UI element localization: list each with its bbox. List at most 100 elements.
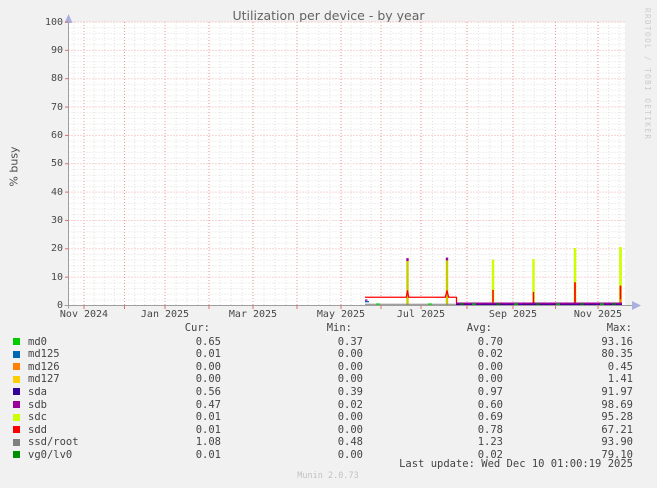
legend-value-avg: 1.23 — [477, 436, 503, 449]
legend-device-name: sdc — [28, 411, 47, 424]
legend-value-min: 0.39 — [337, 385, 363, 398]
legend-value-cur: 1.08 — [195, 436, 221, 449]
legend-value-cur: 0.56 — [195, 385, 221, 398]
legend-value-cur: 0.47 — [195, 398, 221, 411]
spike-bar — [532, 291, 535, 306]
legend-column-header: Min: — [326, 322, 352, 334]
legend-value-avg: 0.78 — [477, 423, 503, 436]
legend-value-min: 0.00 — [337, 348, 363, 361]
series-underlay — [365, 297, 457, 306]
legend-value-cur: 0.01 — [195, 423, 221, 436]
legend-swatch — [13, 388, 20, 396]
legend-value-max: 91.97 — [601, 385, 633, 398]
legend-swatch — [13, 451, 20, 459]
spike-bar — [532, 259, 535, 306]
legend-value-cur: 0.00 — [195, 373, 221, 386]
legend-swatch — [13, 438, 20, 446]
x-tick-label: Nov 2025 — [573, 309, 623, 320]
spike-bar — [619, 299, 622, 306]
legend-value-max: 98.69 — [601, 398, 633, 411]
page-title: Utilization per device - by year — [232, 8, 425, 23]
spike-bar — [619, 247, 622, 306]
y-tick-label: 50 — [50, 158, 63, 170]
x-axis-arrow — [632, 301, 641, 310]
spike-bar — [491, 259, 495, 306]
spike-bar — [573, 247, 577, 306]
x-tick-label: Mar 2025 — [228, 309, 278, 320]
spike-bar — [406, 260, 409, 306]
legend-value-avg: 0.69 — [477, 411, 503, 424]
x-tick-label: Nov 2024 — [59, 309, 109, 320]
legend-swatch — [13, 426, 20, 434]
spike-bar — [406, 258, 409, 261]
legend-value-min: 0.00 — [337, 373, 363, 386]
legend-value-cur: 0.65 — [195, 335, 221, 348]
legend-value-min: 0.00 — [337, 360, 363, 373]
x-tick-label: Jan 2025 — [140, 309, 190, 320]
y-tick-label: 30 — [50, 214, 63, 226]
legend-value-min: 0.48 — [337, 436, 363, 449]
legend-value-min: 0.00 — [337, 411, 363, 424]
legend-value-avg: 0.97 — [477, 385, 503, 398]
legend-swatch — [13, 401, 20, 408]
legend-value-max: 79.10 — [601, 448, 633, 461]
legend-value-avg: 0.70 — [477, 335, 503, 348]
legend-value-min: 0.00 — [337, 423, 363, 436]
munin-version-text: Munin 2.0.73 — [297, 471, 359, 481]
legend-value-min: 0.00 — [337, 448, 363, 461]
legend-value-min: 0.02 — [337, 398, 363, 411]
legend-value-avg: 0.00 — [477, 373, 503, 386]
legend-value-avg: 0.60 — [477, 398, 503, 411]
legend-device-name: md0 — [28, 335, 47, 348]
legend-value-max: 80.35 — [601, 348, 633, 361]
legend-value-cur: 0.01 — [195, 348, 221, 361]
legend-value-avg: 0.00 — [477, 360, 503, 373]
x-tick-label: Jul 2025 — [396, 309, 446, 320]
y-tick-label: 70 — [50, 101, 63, 113]
x-tick-label: Sep 2025 — [488, 309, 538, 320]
chart-canvas — [64, 14, 641, 310]
x-tick-label: May 2025 — [316, 309, 366, 320]
legend-swatch — [13, 413, 20, 421]
spike-bar — [445, 257, 449, 261]
legend-column-header: Cur: — [184, 322, 210, 334]
legend-value-max: 67.21 — [601, 423, 633, 436]
series-line-sdd — [365, 290, 458, 303]
legend-column-header: Max: — [606, 322, 632, 334]
legend-device-name: sda — [28, 385, 47, 398]
y-tick-label: 10 — [50, 271, 63, 283]
y-axis-arrow — [64, 14, 73, 23]
legend-device-name: vg0/lv0 — [28, 448, 73, 461]
legend-device-name: md127 — [28, 373, 60, 386]
legend-value-max: 95.28 — [601, 411, 633, 424]
legend-value-avg: 0.02 — [477, 348, 503, 361]
legend-value-min: 0.37 — [337, 335, 363, 348]
legend-value-max: 93.16 — [601, 335, 633, 348]
legend-value-max: 1.41 — [607, 373, 633, 386]
legend-swatch — [13, 363, 20, 371]
y-tick-label: 60 — [50, 129, 63, 141]
y-tick-label: 80 — [50, 73, 63, 85]
legend-value-max: 93.90 — [601, 436, 633, 449]
y-tick-label: 90 — [50, 44, 63, 56]
legend-column-header: Avg: — [466, 322, 492, 334]
legend-value-max: 0.45 — [607, 360, 633, 373]
y-tick-label: 20 — [50, 243, 63, 255]
legend-swatch — [13, 338, 20, 345]
legend-device-name: sdd — [28, 423, 47, 436]
legend-device-name: sdb — [28, 398, 47, 411]
y-tick-label: 40 — [50, 186, 63, 198]
spike-bar — [619, 285, 622, 306]
legend-device-name: md126 — [28, 360, 60, 373]
legend-value-cur: 0.00 — [195, 360, 221, 373]
last-update-text: Last update: Wed Dec 10 01:00:19 2025 — [399, 458, 633, 470]
plot-area — [68, 22, 625, 306]
legend-value-cur: 0.01 — [195, 448, 221, 461]
legend-device-name: ssd/root — [28, 436, 79, 449]
spike-bar — [445, 260, 449, 306]
legend-swatch — [13, 350, 20, 358]
rrdtool-watermark: RRDTOOL / TOBI OETIKER — [643, 8, 652, 141]
y-tick-label: 100 — [44, 16, 63, 28]
legend-swatch — [13, 375, 20, 383]
